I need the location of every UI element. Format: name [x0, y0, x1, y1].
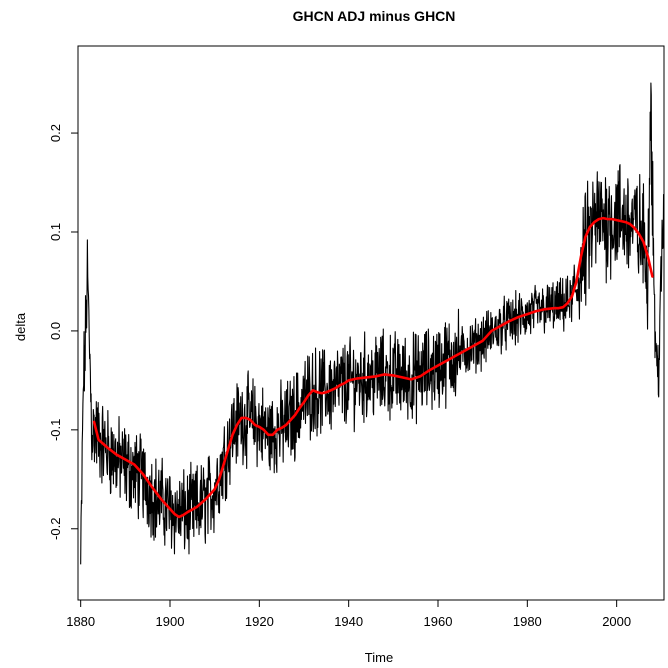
smoothed-delta-series	[92, 216, 654, 519]
x-tick-label: 1960	[424, 614, 453, 629]
x-tick-label: 2000	[602, 614, 631, 629]
y-tick-label: 0.2	[48, 124, 63, 142]
x-tick-label: 1940	[334, 614, 363, 629]
y-tick-label: -0.1	[48, 419, 63, 441]
y-tick-label: -0.2	[48, 518, 63, 540]
monthly-delta-series	[80, 82, 665, 565]
x-axis-label: Time	[365, 650, 393, 665]
y-axis-label: delta	[13, 312, 28, 341]
monthly-delta-line	[80, 82, 665, 565]
y-axis: -0.2 -0.1 0.0 0.1 0.2	[48, 124, 79, 540]
y-tick-label: 0.1	[48, 223, 63, 241]
y-tick-label: 0.0	[48, 322, 63, 340]
x-axis: 1880 1900 1920 1940 1960 1980 2000	[66, 599, 631, 629]
x-tick-label: 1920	[245, 614, 274, 629]
smoothed-delta-line	[92, 216, 654, 519]
chart-title: GHCN ADJ minus GHCN	[293, 8, 456, 24]
x-tick-label: 1900	[156, 614, 185, 629]
x-tick-label: 1980	[513, 614, 542, 629]
x-tick-label: 1880	[66, 614, 95, 629]
